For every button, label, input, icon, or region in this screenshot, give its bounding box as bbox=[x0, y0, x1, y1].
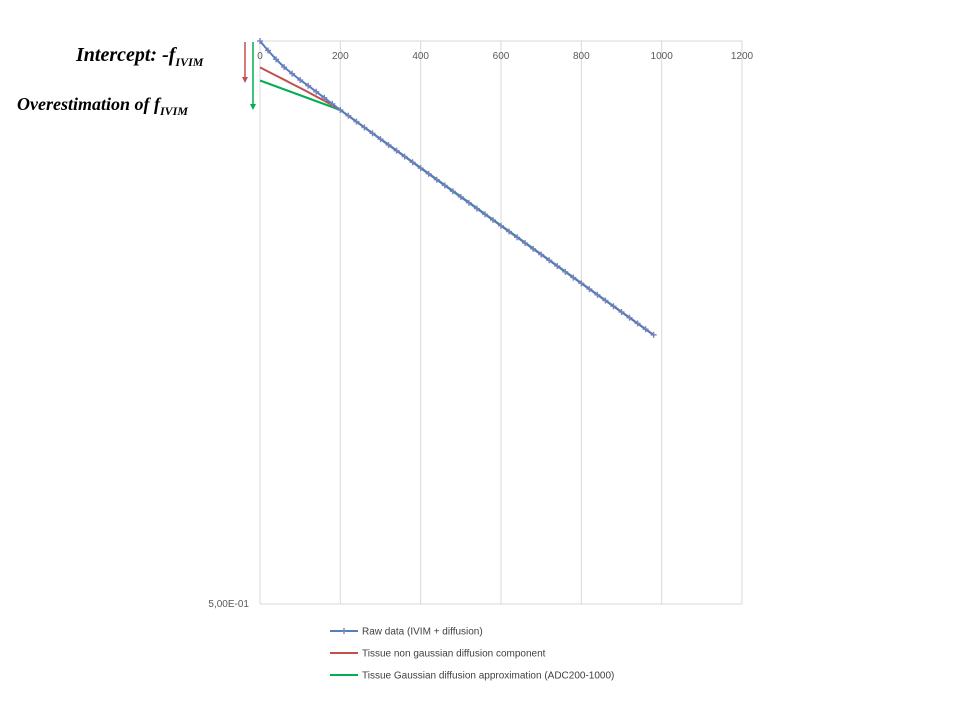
series-1-marker-4 bbox=[289, 70, 296, 77]
series-1-marker-8 bbox=[321, 94, 328, 101]
series-1-marker-5 bbox=[297, 77, 304, 84]
legend-item-1: Raw data (IVIM + diffusion) bbox=[330, 627, 483, 638]
series-1-marker-32 bbox=[514, 234, 521, 241]
series-1-marker-27 bbox=[473, 205, 480, 212]
x-tick-label-800: 800 bbox=[573, 51, 590, 62]
series-1-marker-47 bbox=[634, 320, 641, 327]
annotation-overestimation-subscript: IVIM bbox=[159, 104, 188, 118]
series-1-marker-41 bbox=[586, 286, 593, 293]
intercept-arrow bbox=[242, 42, 248, 83]
x-tick-label-400: 400 bbox=[412, 51, 429, 62]
annotation-intercept-text: Intercept: -f bbox=[76, 44, 176, 66]
series-1-marker-7 bbox=[313, 88, 320, 95]
series-1-marker-26 bbox=[465, 199, 472, 206]
axes bbox=[259, 40, 742, 605]
series-1-marker-10 bbox=[337, 106, 344, 113]
x-tick-label-1000: 1000 bbox=[651, 51, 674, 62]
annotation-overestimation: Overestimation of fIVIM bbox=[17, 94, 188, 118]
series-1-marker-25 bbox=[457, 193, 464, 200]
series-1-marker-42 bbox=[594, 291, 601, 298]
series-1-marker-29 bbox=[489, 217, 496, 224]
legend-item-2: Tissue non gaussian diffusion component bbox=[330, 649, 546, 660]
series-1-marker-37 bbox=[554, 263, 561, 270]
series-1-marker-12 bbox=[353, 118, 360, 125]
series-1-marker-1 bbox=[265, 47, 272, 54]
series-1-marker-21 bbox=[425, 170, 432, 177]
legend-label-2: Tissue non gaussian diffusion component bbox=[362, 649, 546, 660]
series-1-marker-43 bbox=[602, 297, 609, 304]
series-1-marker-0 bbox=[257, 38, 263, 44]
x-tick-label-200: 200 bbox=[332, 51, 349, 62]
annotation-overestimation-text: Overestimation of f bbox=[17, 94, 160, 114]
series-1-marker-22 bbox=[433, 176, 440, 183]
series-1-marker-9 bbox=[329, 100, 336, 107]
series-1-marker-13 bbox=[361, 124, 368, 131]
series-1-marker-15 bbox=[377, 136, 384, 143]
series-1-marker-16 bbox=[385, 141, 392, 148]
x-tick-label-600: 600 bbox=[493, 51, 510, 62]
series-1-marker-18 bbox=[401, 153, 408, 160]
series-1-marker-14 bbox=[369, 130, 376, 137]
series-1-marker-6 bbox=[305, 82, 312, 89]
series-line-3 bbox=[259, 79, 655, 336]
series-1-marker-45 bbox=[618, 309, 625, 316]
series-1-marker-31 bbox=[506, 228, 513, 235]
x-tick-label-1200: 1200 bbox=[731, 51, 754, 62]
x-tick-label-0: 0 bbox=[257, 51, 263, 62]
series-1-marker-38 bbox=[562, 268, 569, 275]
series-1-marker-30 bbox=[498, 222, 504, 229]
series-1-marker-2 bbox=[273, 56, 280, 63]
series-1-marker-19 bbox=[409, 159, 416, 166]
annotation-intercept: Intercept: -fIVIM bbox=[76, 44, 204, 69]
series-1-marker-48 bbox=[642, 326, 649, 333]
annotation-arrows bbox=[242, 42, 256, 110]
series-1-marker-23 bbox=[441, 182, 448, 189]
legend: Raw data (IVIM + diffusion) Tissue non ga… bbox=[330, 627, 614, 682]
series-1-marker-36 bbox=[546, 257, 553, 264]
series-1-marker-44 bbox=[610, 303, 617, 310]
series-1-marker-35 bbox=[538, 251, 545, 258]
series-1-marker-20 bbox=[417, 165, 424, 172]
annotation-intercept-subscript: IVIM bbox=[175, 55, 204, 69]
legend-label-3: Tissue Gaussian diffusion approximation … bbox=[362, 671, 614, 682]
x-tick-labels: 0 200 400 600 800 1000 1200 bbox=[257, 51, 753, 62]
y-tick-label: 5,00E-01 bbox=[208, 599, 249, 610]
series-1-marker-34 bbox=[530, 245, 537, 252]
series-1-marker-40 bbox=[578, 280, 585, 287]
gridlines bbox=[339, 41, 743, 604]
legend-label-1: Raw data (IVIM + diffusion) bbox=[362, 627, 483, 638]
series-layer bbox=[257, 38, 657, 338]
series-1-marker-49 bbox=[650, 331, 657, 338]
series-1-marker-24 bbox=[449, 188, 456, 195]
series-1-marker-46 bbox=[626, 314, 633, 321]
series-1-marker-28 bbox=[481, 211, 488, 218]
series-line-1 bbox=[259, 40, 655, 336]
series-1-marker-17 bbox=[393, 147, 400, 154]
series-1-marker-39 bbox=[570, 274, 577, 281]
legend-item-3: Tissue Gaussian diffusion approximation … bbox=[330, 671, 614, 682]
series-1-marker-3 bbox=[281, 64, 288, 71]
overestimation-arrow bbox=[250, 42, 256, 110]
series-1-marker-33 bbox=[522, 240, 529, 247]
series-1-marker-11 bbox=[345, 112, 352, 119]
